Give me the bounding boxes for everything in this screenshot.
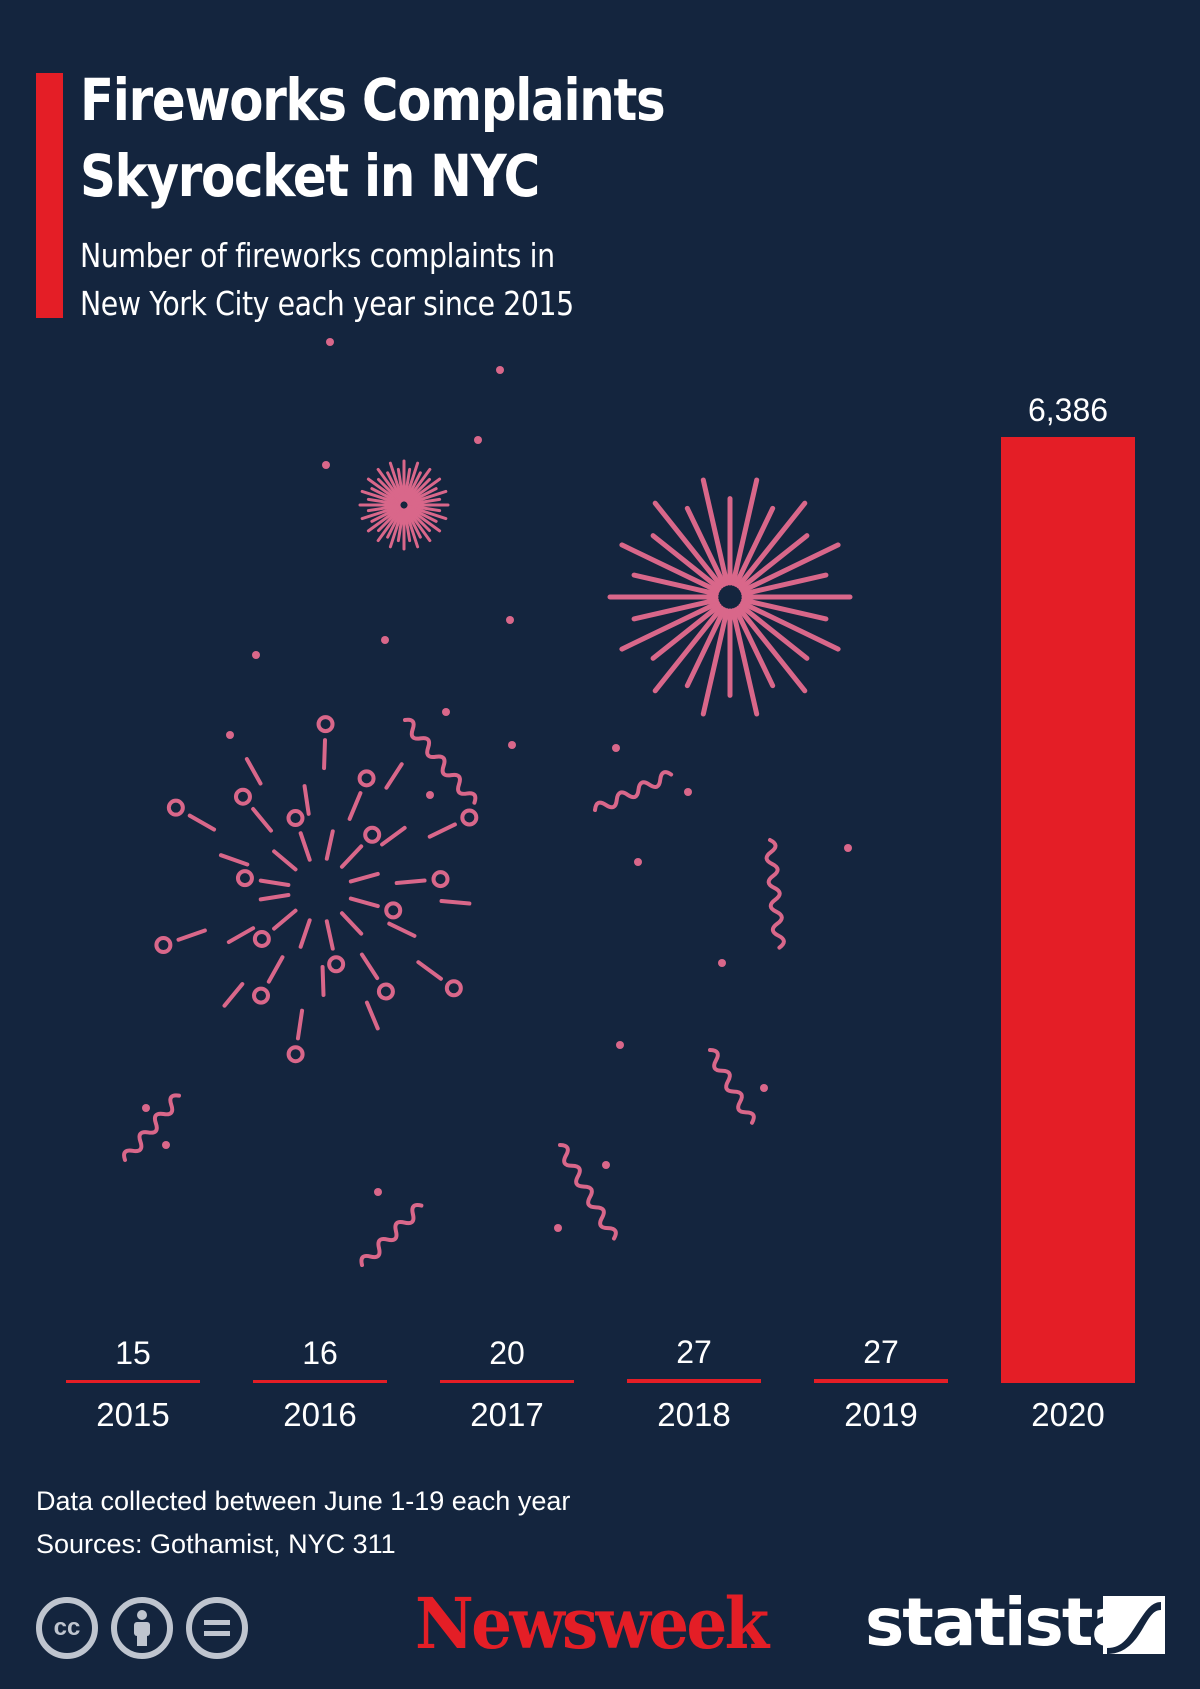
sparkle xyxy=(142,1104,150,1112)
x-tick-label-2019: 2019 xyxy=(844,1396,917,1433)
title-line-1: Fireworks Complaints xyxy=(80,66,666,134)
footnote: Data collected between June 1-19 each ye… xyxy=(36,1480,570,1566)
sparkle xyxy=(426,791,434,799)
streamer xyxy=(764,838,786,950)
bar-2020 xyxy=(1001,437,1135,1383)
bar-2019 xyxy=(814,1379,948,1383)
sparkle xyxy=(374,1188,382,1196)
sparkle xyxy=(616,1041,624,1049)
sparkle xyxy=(496,366,504,374)
chart-subtitle: Number of fireworks complaints in New Yo… xyxy=(80,232,574,328)
x-tick-label-2018: 2018 xyxy=(657,1396,730,1433)
sparkle xyxy=(602,1161,610,1169)
fireworks-illustration xyxy=(122,338,853,1267)
streamer xyxy=(708,1048,756,1125)
sources-note: Sources: Gothamist, NYC 311 xyxy=(36,1529,396,1559)
data-note: Data collected between June 1-19 each ye… xyxy=(36,1486,571,1516)
streamer xyxy=(359,1203,424,1267)
sparkle xyxy=(506,616,514,624)
value-label-2015: 15 xyxy=(115,1335,151,1371)
sparkle xyxy=(718,959,726,967)
sparkle xyxy=(474,436,482,444)
firework-burst xyxy=(607,477,853,717)
sparkle xyxy=(442,708,450,716)
firework-flower xyxy=(154,715,479,1064)
sparkle xyxy=(684,788,692,796)
sparkle xyxy=(226,731,234,739)
title-accent-bar xyxy=(36,73,63,318)
sparkle xyxy=(554,1224,562,1232)
streamer xyxy=(593,770,674,812)
bar-2018 xyxy=(627,1379,761,1383)
bar-chart: 15 2015 16 2016 20 2017 27 2018 27 2019 6,386 2020 xyxy=(66,338,1135,1433)
no-derivatives-icon xyxy=(186,1597,248,1659)
value-label-2017: 20 xyxy=(489,1335,525,1371)
sparkle xyxy=(508,741,516,749)
bar-2015 xyxy=(66,1380,200,1383)
sparkle xyxy=(252,651,260,659)
streamer xyxy=(558,1143,618,1241)
firework-burst xyxy=(358,459,450,551)
x-tick-label-2017: 2017 xyxy=(470,1396,543,1433)
streamer xyxy=(403,717,478,805)
sparkle xyxy=(162,1141,170,1149)
bar-2016 xyxy=(253,1380,387,1383)
sparkle xyxy=(634,858,642,866)
subtitle-line-2: New York City each year since 2015 xyxy=(80,284,574,323)
bars-group: 15 2015 16 2016 20 2017 27 2018 27 2019 6,386 2020 xyxy=(66,392,1135,1433)
value-label-2020: 6,386 xyxy=(1028,392,1108,428)
newsweek-logo: Newsweek xyxy=(415,1582,769,1665)
sparkle xyxy=(612,744,620,752)
subtitle-line-1: Number of fireworks complaints in xyxy=(80,236,555,275)
bar-2017 xyxy=(440,1380,574,1383)
x-tick-label-2016: 2016 xyxy=(283,1396,356,1433)
value-label-2019: 27 xyxy=(863,1334,899,1370)
sparkle xyxy=(844,844,852,852)
x-tick-label-2020: 2020 xyxy=(1031,1396,1104,1433)
cc-icon: cc xyxy=(36,1597,98,1659)
value-label-2016: 16 xyxy=(302,1335,338,1371)
sparkle xyxy=(322,461,330,469)
license-icons: cc xyxy=(36,1597,248,1659)
title-line-2: Skyrocket in NYC xyxy=(80,142,540,210)
x-tick-label-2015: 2015 xyxy=(96,1396,169,1433)
sparkle xyxy=(326,338,334,346)
sparkle xyxy=(381,636,389,644)
value-label-2018: 27 xyxy=(676,1334,712,1370)
attribution-icon xyxy=(111,1597,173,1659)
statista-logo: statista xyxy=(865,1584,1136,1661)
streamer xyxy=(122,1093,181,1162)
statista-mark-icon xyxy=(1103,1596,1165,1654)
chart-title: Fireworks Complaints Skyrocket in NYC xyxy=(80,62,666,214)
sparkle xyxy=(760,1084,768,1092)
